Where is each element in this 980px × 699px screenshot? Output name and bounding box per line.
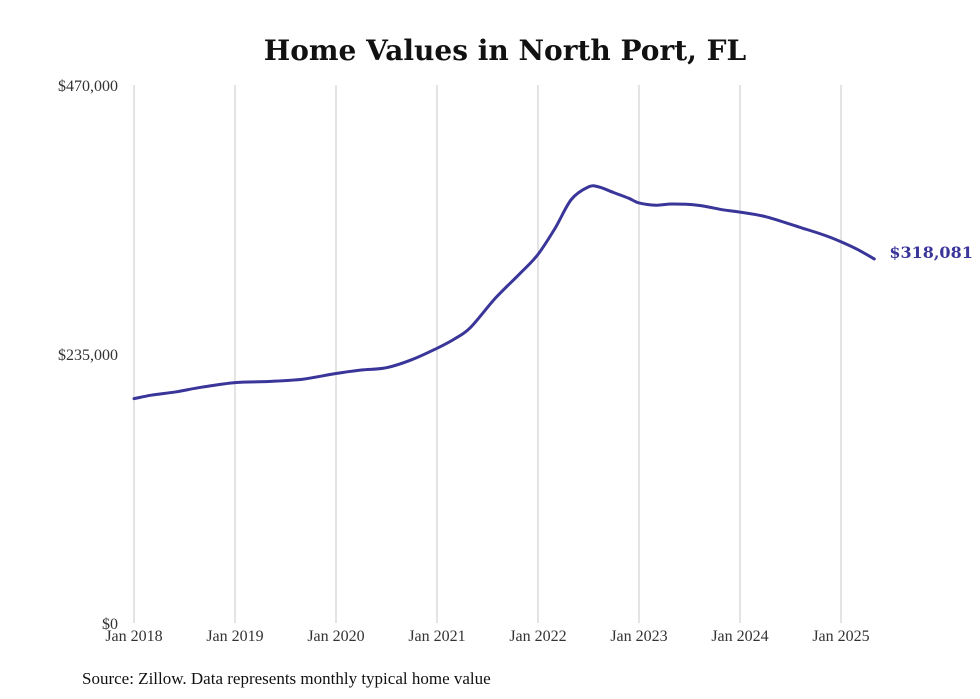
x-axis-ticks: Jan 2018 Jan 2019 Jan 2020 Jan 2021 Jan 2022… [105, 628, 869, 645]
end-value-label: $318,081 [889, 243, 973, 262]
x-tick-label: Jan 2018 [105, 628, 162, 645]
x-tick-label: Jan 2019 [206, 628, 263, 645]
source-note: Source: Zillow. Data represents monthly … [82, 669, 491, 688]
series-line [132, 184, 876, 401]
chart-title: Home Values in North Port, FL [264, 34, 747, 67]
x-tick-label: Jan 2020 [307, 628, 364, 645]
x-tick-label: Jan 2024 [711, 628, 768, 645]
grid-lines [133, 85, 842, 623]
y-tick-label: $0 [102, 616, 118, 633]
y-tick-label: $470,000 [58, 78, 118, 95]
x-tick-label: Jan 2022 [509, 628, 566, 645]
x-tick-label: Jan 2025 [812, 628, 869, 645]
y-axis-ticks: $0 $235,000 $470,000 [58, 78, 118, 633]
y-tick-label: $235,000 [58, 347, 118, 364]
x-tick-label: Jan 2021 [408, 628, 465, 645]
x-tick-label: Jan 2023 [610, 628, 667, 645]
